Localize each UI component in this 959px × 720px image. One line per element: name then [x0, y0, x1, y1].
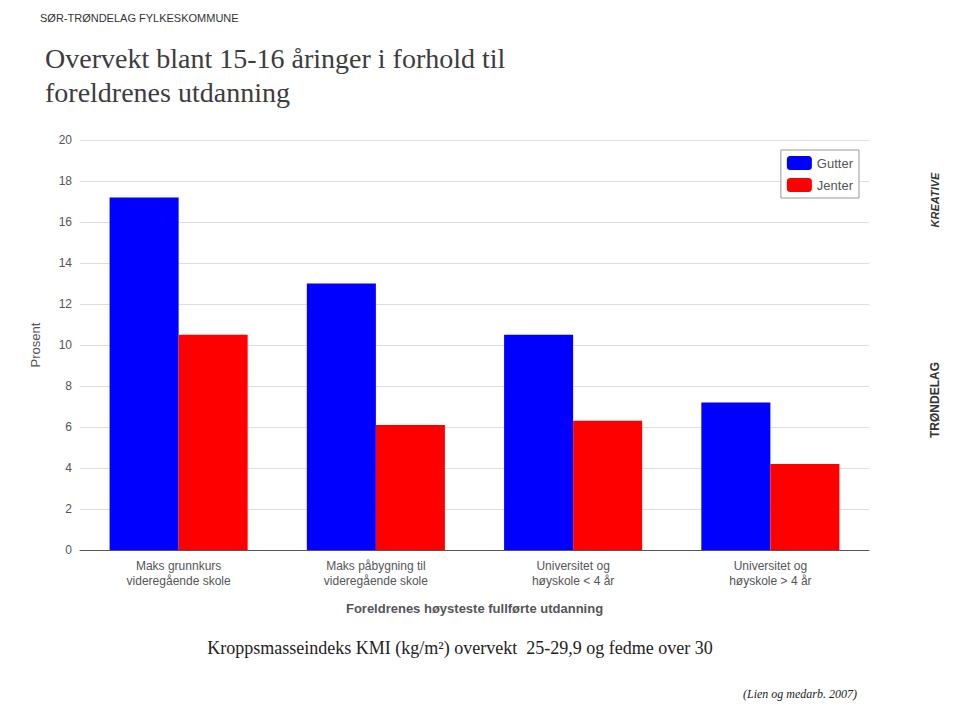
svg-text:8: 8 — [65, 379, 72, 393]
svg-text:10: 10 — [59, 338, 73, 352]
svg-text:18: 18 — [59, 174, 73, 188]
svg-text:Jenter: Jenter — [817, 178, 854, 193]
svg-text:2: 2 — [65, 502, 72, 516]
svg-text:videregående skole: videregående skole — [127, 574, 231, 588]
svg-text:foreldrenes utdanning: foreldrenes utdanning — [45, 77, 290, 108]
svg-text:KREATIVE: KREATIVE — [929, 172, 941, 227]
svg-text:Overvekt blant 15-16 åringer i: Overvekt blant 15-16 åringer i forhold t… — [45, 43, 506, 74]
svg-text:0: 0 — [65, 543, 72, 557]
svg-text:Foreldrenes høysteste fullført: Foreldrenes høysteste fullførte utdannin… — [346, 601, 603, 616]
svg-text:16: 16 — [59, 215, 73, 229]
svg-text:4: 4 — [65, 461, 72, 475]
svg-text:Universitet og: Universitet og — [734, 559, 807, 573]
svg-text:TRØNDELAG: TRØNDELAG — [928, 362, 942, 438]
svg-text:SØR-TRØNDELAG FYLKESKOMMUNE: SØR-TRØNDELAG FYLKESKOMMUNE — [40, 12, 239, 24]
svg-text:høyskole < 4 år: høyskole < 4 år — [532, 574, 614, 588]
svg-text:Maks påbygning til: Maks påbygning til — [326, 559, 425, 573]
svg-text:12: 12 — [59, 297, 73, 311]
svg-text:Universitet og: Universitet og — [536, 559, 609, 573]
svg-text:6: 6 — [65, 420, 72, 434]
svg-text:høyskole > 4 år: høyskole > 4 år — [729, 574, 811, 588]
svg-text:Maks grunnkurs: Maks grunnkurs — [136, 559, 221, 573]
svg-text:14: 14 — [59, 256, 73, 270]
svg-text:20: 20 — [59, 133, 73, 147]
svg-text:(Lien og medarb. 2007): (Lien og medarb. 2007) — [743, 687, 857, 701]
svg-text:Prosent: Prosent — [28, 322, 43, 367]
svg-text:Gutter: Gutter — [817, 156, 854, 171]
svg-text:Kroppsmasseindeks KMI (kg/m²): Kroppsmasseindeks KMI (kg/m²) overvekt 2… — [207, 638, 712, 659]
svg-text:videregående skole: videregående skole — [324, 574, 428, 588]
